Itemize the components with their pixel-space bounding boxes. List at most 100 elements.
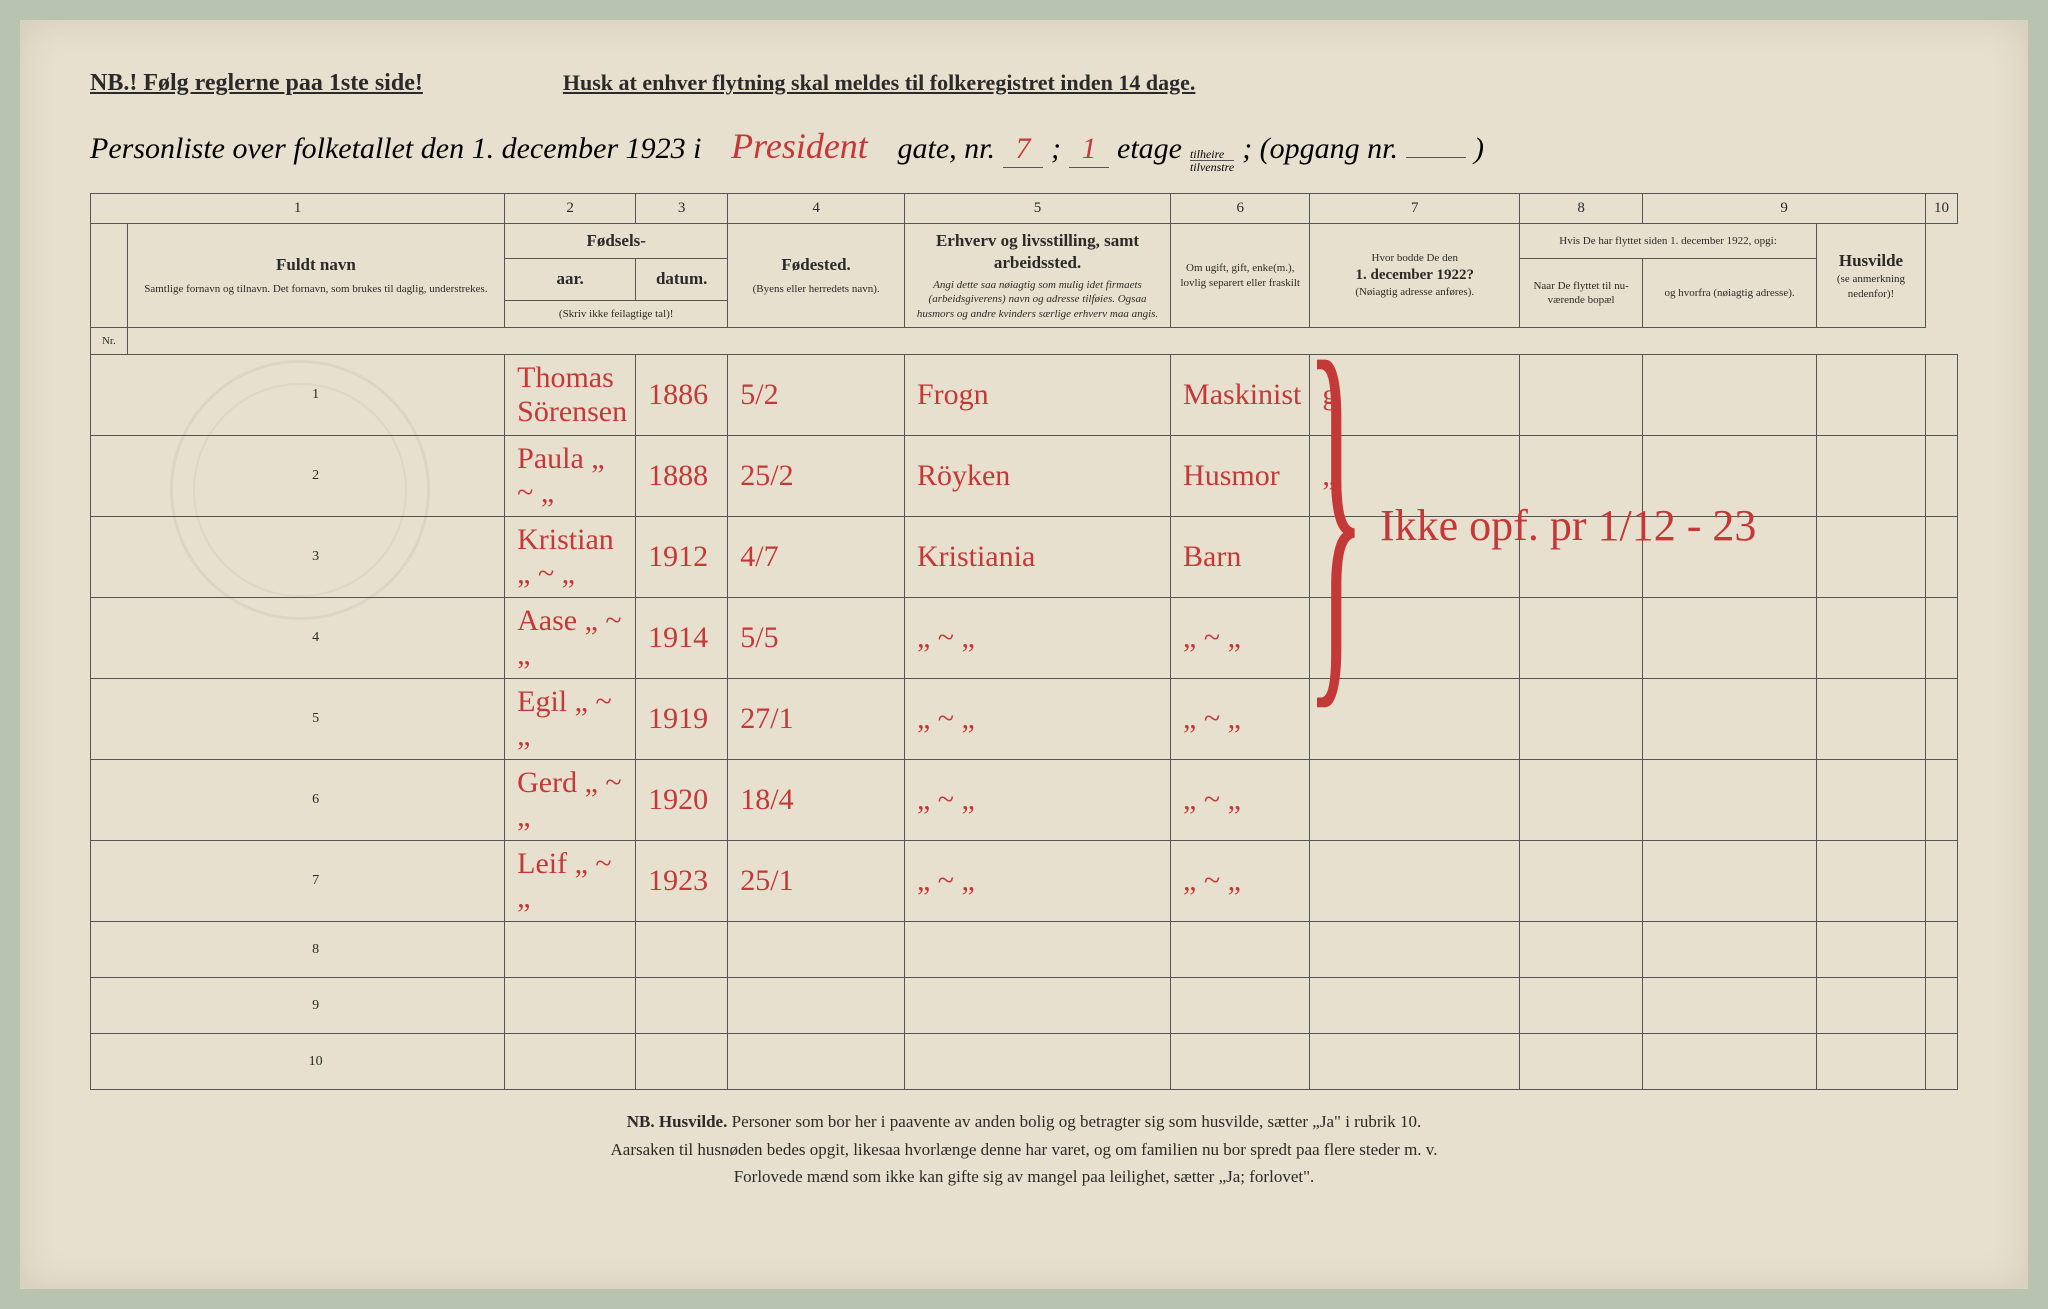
cell-husvilde [1926, 598, 1958, 679]
colnum-6: 6 [1171, 194, 1310, 224]
cell-marital [1310, 760, 1520, 841]
cell-addr1922 [1520, 978, 1643, 1034]
row-spacer [91, 1034, 128, 1090]
cell-name: Paula „ ~ „ [505, 436, 636, 517]
cell-year [636, 922, 728, 978]
hdr-occ: Erhverv og livsstilling, samt arbeidsste… [904, 224, 1170, 328]
hdr-name: Fuldt navn Samtlige fornavn og tilnavn. … [127, 224, 504, 328]
cell-occupation: Maskinist [1171, 355, 1310, 436]
cell-place: „ ~ „ [904, 841, 1170, 922]
row-number: 2 [127, 436, 504, 517]
cell-date: 5/5 [728, 598, 905, 679]
cell-marital [1310, 841, 1520, 922]
cell-place [904, 1034, 1170, 1090]
cell-place: „ ~ „ [904, 760, 1170, 841]
cell-husvilde [1926, 436, 1958, 517]
cell-date: 5/2 [728, 355, 905, 436]
cell-moved-from [1816, 841, 1925, 922]
cell-year: 1920 [636, 760, 728, 841]
cell-addr1922 [1520, 598, 1643, 679]
cell-date [728, 1034, 905, 1090]
cell-occupation: „ ~ „ [1171, 841, 1310, 922]
cell-addr1922 [1520, 355, 1643, 436]
row-spacer [91, 841, 128, 922]
table-row: 7 Leif „ ~ „ 1923 25/1 „ ~ „ „ ~ „ [91, 841, 1958, 922]
cell-husvilde [1926, 978, 1958, 1034]
hdr-husvilde-sub: (se anmerkning nedenfor)! [1825, 272, 1917, 301]
row-number: 9 [127, 978, 504, 1034]
table-row: 5 Egil „ ~ „ 1919 27/1 „ ~ „ „ ~ „ [91, 679, 1958, 760]
cell-moved-when [1643, 978, 1817, 1034]
row-number: 3 [127, 517, 504, 598]
cell-occupation: „ ~ „ [1171, 679, 1310, 760]
cell-occupation [1171, 978, 1310, 1034]
row-spacer [91, 679, 128, 760]
cell-place [904, 978, 1170, 1034]
cell-name [505, 922, 636, 978]
colnum-10: 10 [1926, 194, 1958, 224]
row-number: 1 [127, 355, 504, 436]
side-labels: tilheire tilvenstre [1190, 148, 1234, 173]
etage-number: 1 [1069, 132, 1109, 168]
footer-l1b: Personer som bor her i paavente av anden… [732, 1112, 1422, 1131]
hdr-name-title: Fuldt navn [136, 254, 496, 276]
cell-date: 25/1 [728, 841, 905, 922]
footer-note: NB. Husvilde. Personer som bor her i paa… [90, 1108, 1958, 1190]
etage-label: etage [1117, 132, 1182, 166]
cell-place: „ ~ „ [904, 679, 1170, 760]
row-spacer [91, 355, 128, 436]
hdr-name-sub: Samtlige fornavn og tilnavn. Det fornavn… [136, 282, 496, 296]
cell-year: 1886 [636, 355, 728, 436]
title-prefix: Personliste over folketallet den 1. dece… [90, 132, 702, 166]
hdr-hvorfra: og hvorfra (nøiagtig adresse). [1643, 259, 1817, 328]
cell-place: Röyken [904, 436, 1170, 517]
cell-marital [1310, 978, 1520, 1034]
cell-name: Kristian „ ~ „ [505, 517, 636, 598]
header-nr-row: Nr. [91, 328, 1958, 355]
husk-rule: Husk at enhver flytning skal meldes til … [563, 70, 1196, 97]
cell-year: 1912 [636, 517, 728, 598]
cell-moved-from [1816, 517, 1925, 598]
row-number: 5 [127, 679, 504, 760]
cell-name [505, 1034, 636, 1090]
cell-husvilde [1926, 841, 1958, 922]
hdr-husvilde: Husvilde (se anmerkning nedenfor)! [1816, 224, 1925, 328]
hdr-occ-sub: Angi dette saa nøiagtig som mulig idet f… [913, 278, 1162, 321]
cell-moved-from [1816, 978, 1925, 1034]
footer-nb: NB. Husvilde. [627, 1112, 728, 1131]
cell-name: Thomas Sörensen [505, 355, 636, 436]
cell-moved-from [1816, 760, 1925, 841]
census-table: 1 2 3 4 5 6 7 8 9 10 Fuldt navn Samtlige… [90, 193, 1958, 1090]
hdr-flyttet: Hvis De har flyttet siden 1. december 19… [1520, 224, 1817, 259]
cell-year: 1919 [636, 679, 728, 760]
footer-line-3: Forlovede mænd som ikke kan gifte sig av… [90, 1163, 1958, 1190]
title-line: Personliste over folketallet den 1. dece… [90, 122, 1958, 173]
cell-addr1922 [1520, 1034, 1643, 1090]
hdr-occ-title: Erhverv og livsstilling, samt arbeidsste… [913, 230, 1162, 274]
cell-husvilde [1926, 517, 1958, 598]
cell-moved-when [1643, 679, 1817, 760]
cell-year: 1914 [636, 598, 728, 679]
cell-husvilde [1926, 760, 1958, 841]
tilvenstre: tilvenstre [1190, 160, 1234, 173]
cell-year: 1888 [636, 436, 728, 517]
hdr-nr-label: Nr. [91, 328, 128, 355]
hdr-husvilde-title: Husvilde [1825, 250, 1917, 272]
row-spacer [91, 517, 128, 598]
colnum-4: 4 [728, 194, 905, 224]
row-spacer [91, 922, 128, 978]
cell-marital [1310, 922, 1520, 978]
cell-husvilde [1926, 1034, 1958, 1090]
cell-name: Egil „ ~ „ [505, 679, 636, 760]
cell-moved-from [1816, 436, 1925, 517]
table-row: 4 Aase „ ~ „ 1914 5/5 „ ~ „ „ ~ „ [91, 598, 1958, 679]
cell-occupation: „ ~ „ [1171, 760, 1310, 841]
cell-moved-when [1643, 355, 1817, 436]
cell-moved-when [1643, 841, 1817, 922]
cell-husvilde [1926, 922, 1958, 978]
footer-line-2: Aarsaken til husnøden bedes opgit, likes… [90, 1136, 1958, 1163]
table-row: 9 [91, 978, 1958, 1034]
cell-addr1922 [1520, 841, 1643, 922]
row-spacer [91, 760, 128, 841]
cell-occupation: „ ~ „ [1171, 598, 1310, 679]
